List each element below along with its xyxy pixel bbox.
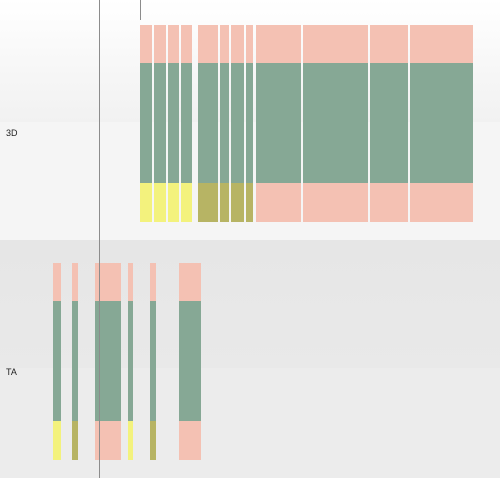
track-ta-clip-4-bottom[interactable] [128, 421, 133, 460]
track-ta-clip-2-mid[interactable] [72, 301, 78, 421]
track-3d-clip-3-top[interactable] [168, 25, 179, 63]
track-3d-clip-9-mid[interactable] [256, 63, 301, 183]
track-3d-clip-1-top[interactable] [140, 25, 152, 63]
track-ta-clip-6-top[interactable] [179, 263, 201, 301]
track-ta-clip-4-mid[interactable] [128, 301, 133, 421]
track-3d-clip-10-bottom[interactable] [303, 183, 368, 222]
track-3d-clip-2-mid[interactable] [154, 63, 166, 183]
track-ta-clip-2-bottom[interactable] [72, 421, 78, 460]
track-3d-clip-12-bottom[interactable] [410, 183, 473, 222]
track-label-3d: 3D [6, 128, 18, 138]
track-ta-band-bottom [0, 368, 500, 478]
timeline-start-tick [140, 0, 141, 20]
track-3d-clip-5-mid[interactable] [198, 63, 218, 183]
track-3d-clip-4-mid[interactable] [181, 63, 192, 183]
track-ta-clip-1-top[interactable] [53, 263, 61, 301]
track-3d-clip-6-top[interactable] [220, 25, 229, 63]
track-3d-clip-11-top[interactable] [370, 25, 408, 63]
track-3d-clip-10-mid[interactable] [303, 63, 368, 183]
track-ta-clip-5-top[interactable] [150, 263, 156, 301]
track-3d-clip-7-bottom[interactable] [231, 183, 244, 222]
track-3d-clip-5-bottom[interactable] [198, 183, 218, 222]
track-3d-clip-1-bottom[interactable] [140, 183, 152, 222]
track-3d-clip-8-bottom[interactable] [246, 183, 253, 222]
track-3d-clip-4-bottom[interactable] [181, 183, 192, 222]
track-3d-clip-6-mid[interactable] [220, 63, 229, 183]
track-ta-clip-6-mid[interactable] [179, 301, 201, 421]
track-3d-clip-7-top[interactable] [231, 25, 244, 63]
track-ta-clip-5-mid[interactable] [150, 301, 156, 421]
track-3d-clip-5-top[interactable] [198, 25, 218, 63]
track-3d-clip-12-top[interactable] [410, 25, 473, 63]
track-ta-clip-5-bottom[interactable] [150, 421, 156, 460]
track-label-ta: TA [6, 367, 17, 377]
track-3d-clip-4-top[interactable] [181, 25, 192, 63]
track-ta-clip-1-mid[interactable] [53, 301, 61, 421]
track-3d-clip-2-bottom[interactable] [154, 183, 166, 222]
track-3d-clip-11-mid[interactable] [370, 63, 408, 183]
track-3d-clip-9-bottom[interactable] [256, 183, 301, 222]
track-ta-clip-4-top[interactable] [128, 263, 133, 301]
track-3d-clip-11-bottom[interactable] [370, 183, 408, 222]
track-3d-clip-3-bottom[interactable] [168, 183, 179, 222]
track-3d-clip-3-mid[interactable] [168, 63, 179, 183]
track-3d-clip-9-top[interactable] [256, 25, 301, 63]
track-ta-band-top [0, 240, 500, 368]
track-3d-clip-8-mid[interactable] [246, 63, 253, 183]
track-3d-clip-1-mid[interactable] [140, 63, 152, 183]
track-3d-clip-8-top[interactable] [246, 25, 253, 63]
track-3d-clip-6-bottom[interactable] [220, 183, 229, 222]
track-3d-clip-10-top[interactable] [303, 25, 368, 63]
track-3d-clip-12-mid[interactable] [410, 63, 473, 183]
track-ta-clip-1-bottom[interactable] [53, 421, 61, 460]
track-ta-clip-2-top[interactable] [72, 263, 78, 301]
track-3d-clip-7-mid[interactable] [231, 63, 244, 183]
track-3d-clip-2-top[interactable] [154, 25, 166, 63]
track-ta-clip-6-bottom[interactable] [179, 421, 201, 460]
playhead-line[interactable] [99, 0, 100, 478]
